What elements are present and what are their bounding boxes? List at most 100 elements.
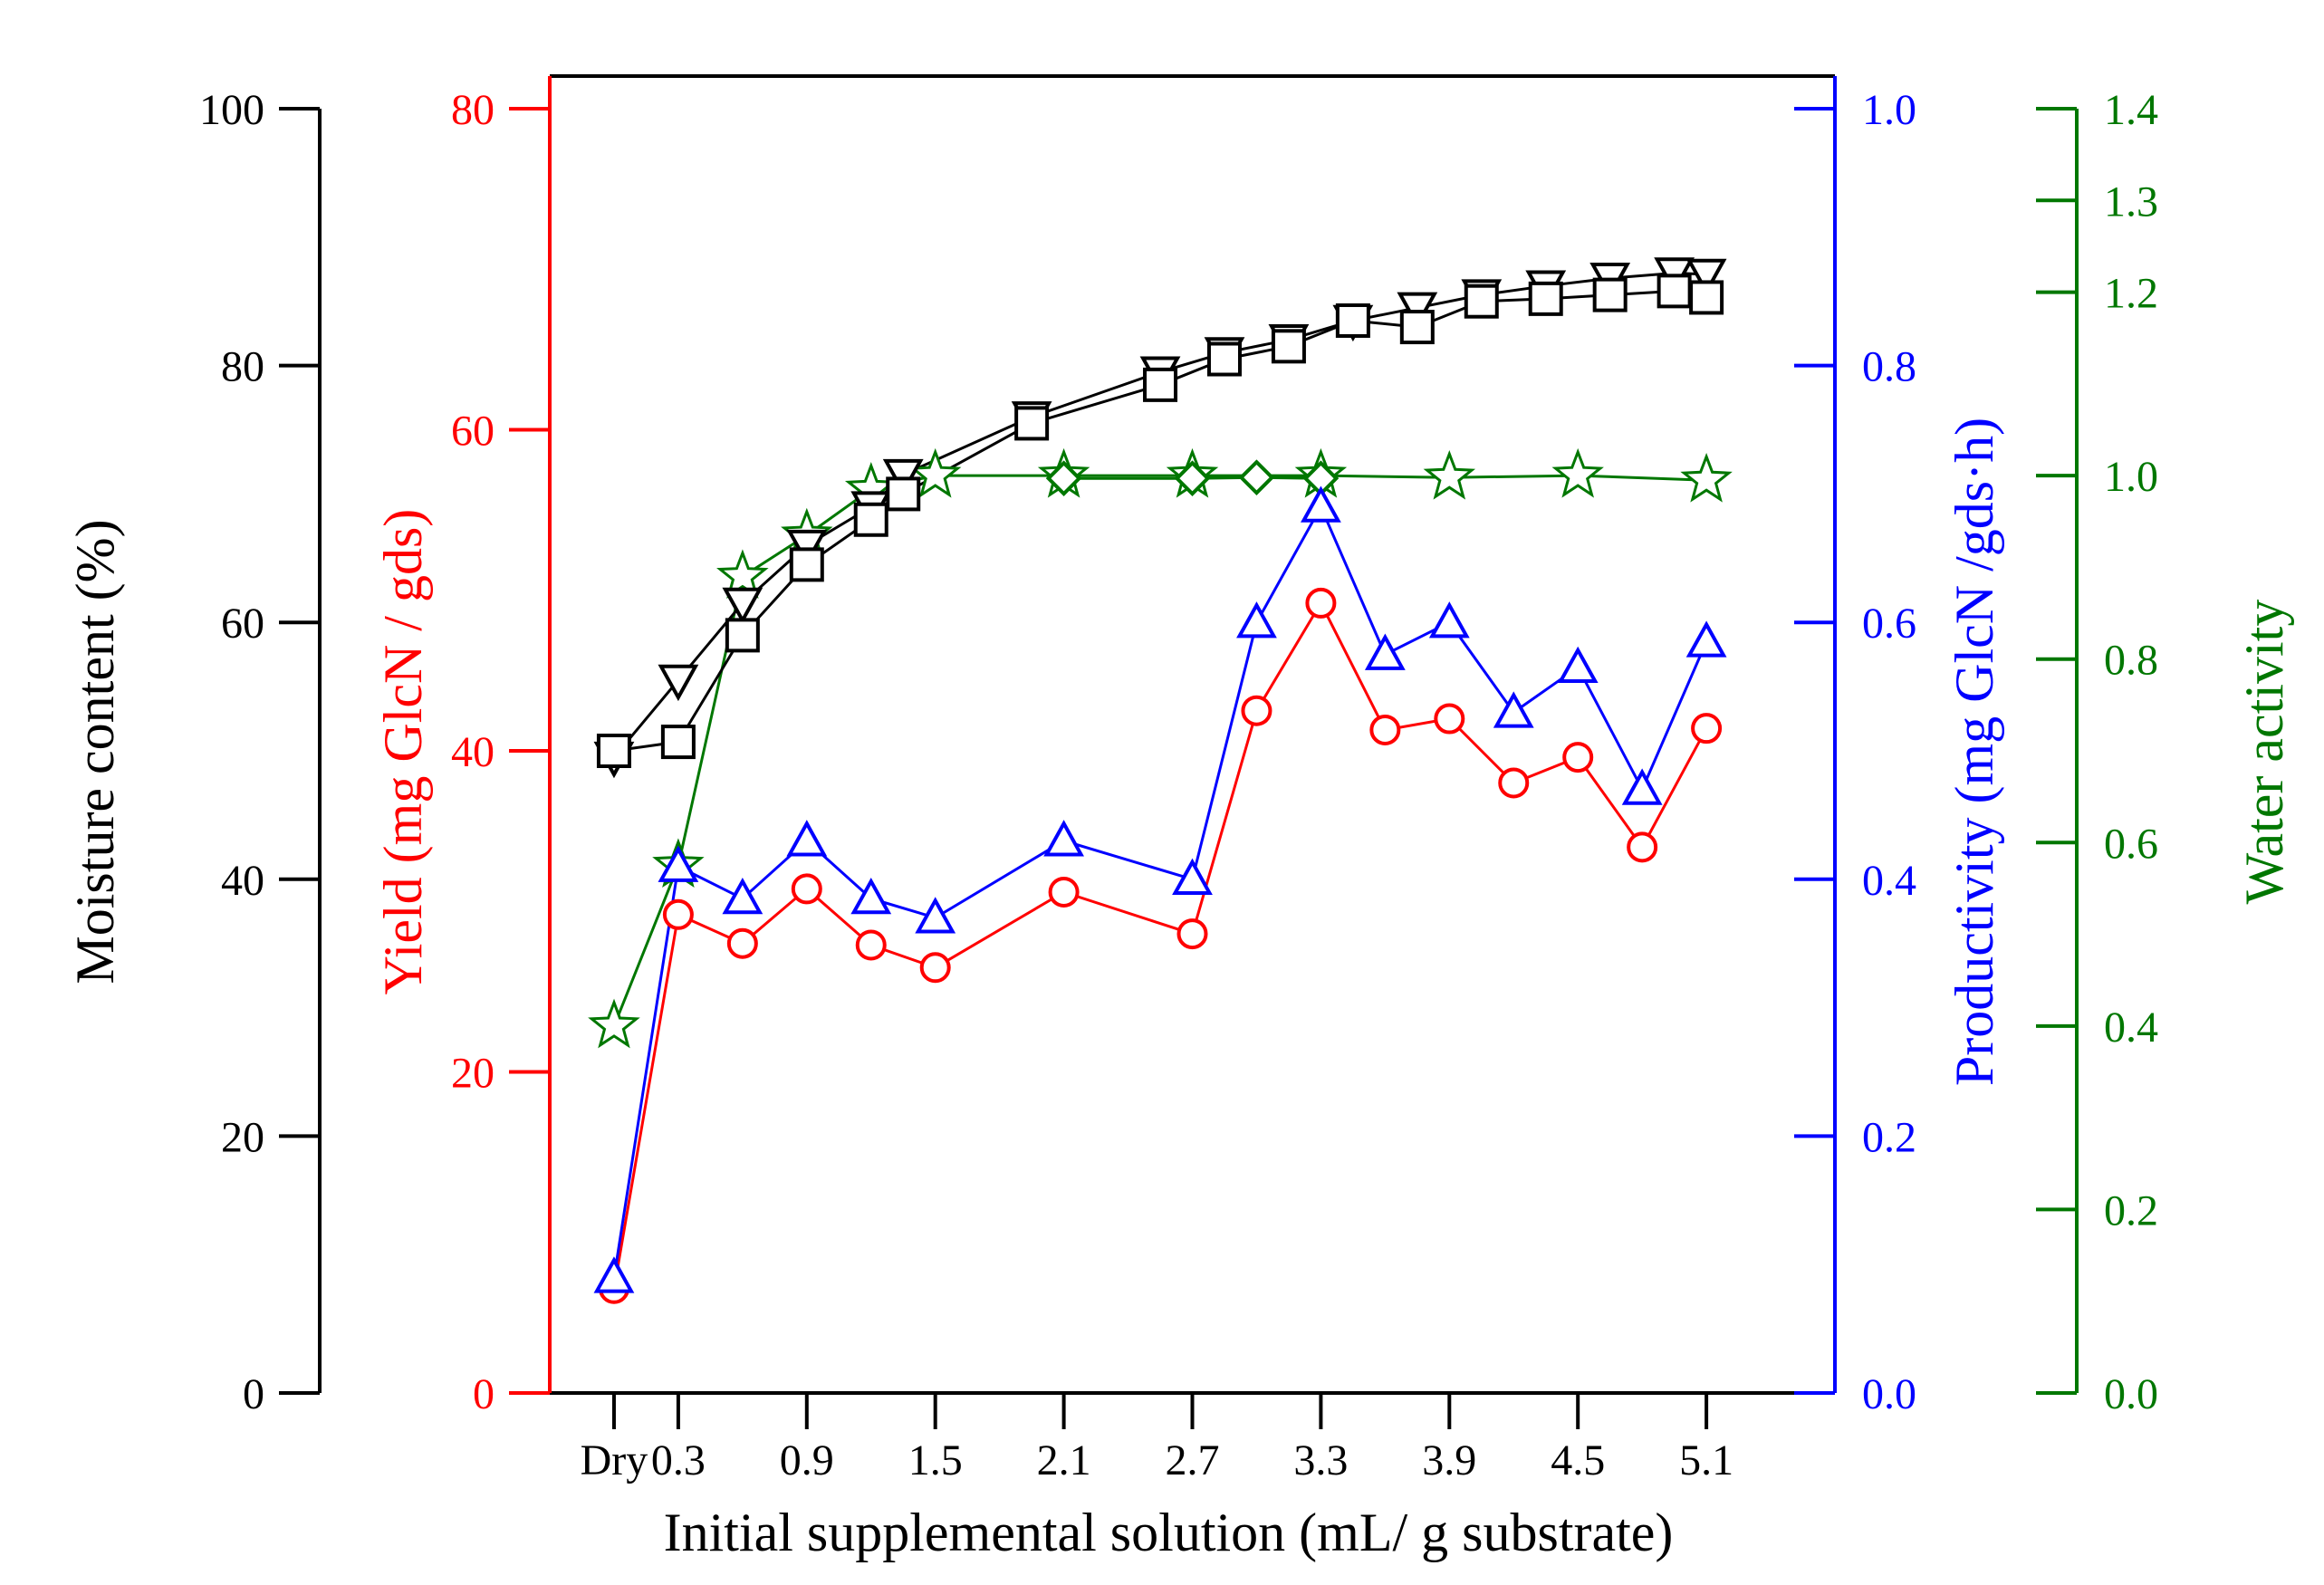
series-2-point-14 (1627, 831, 1658, 863)
moisture-axis-title: Moisture content (%) (65, 519, 125, 984)
x-tick-label-0: Dry (581, 1436, 648, 1484)
series-3-point-1 (658, 845, 699, 882)
series-line-3 (612, 504, 1708, 1278)
series-2-point-11 (1434, 703, 1465, 735)
x-tick-label-8: 4.5 (1551, 1436, 1605, 1484)
series-line-0 (612, 271, 1707, 759)
moisture-tick-label-5: 100 (199, 86, 264, 134)
productivity-tick-label-5: 1.0 (1862, 86, 1916, 134)
series-3-point-10 (1364, 633, 1406, 670)
series-3-point-0 (593, 1256, 635, 1293)
series-3-point-14 (1621, 768, 1663, 805)
water_activity-tick-label-5: 1.0 (2104, 453, 2158, 501)
series-4-point-0 (588, 998, 640, 1049)
series-1-point-0 (596, 734, 631, 768)
water_activity-axis-title: Water activity (2234, 600, 2294, 905)
series-3-point-4 (850, 877, 892, 915)
water_activity-tick-label-8: 1.4 (2104, 86, 2158, 134)
series-3-point-9 (1301, 485, 1341, 523)
moisture-tick-label-0: 0 (243, 1370, 264, 1418)
series-2-point-8 (1241, 695, 1272, 726)
series-4-point-2 (716, 549, 769, 600)
x-tick-label-2: 0.9 (780, 1436, 834, 1484)
series-1-point-4 (853, 502, 888, 537)
x-tick-label-1: 0.3 (651, 1436, 706, 1484)
water_activity-tick-label-3: 0.6 (2104, 820, 2158, 868)
series-0-point-16 (1685, 258, 1727, 296)
yield-tick-label-4: 80 (451, 86, 495, 134)
series-line-5 (1063, 476, 1321, 480)
water_activity-tick-label-1: 0.2 (2104, 1186, 2158, 1234)
series-1-point-8 (1206, 341, 1242, 377)
water_activity-tick-label-4: 0.8 (2104, 637, 2158, 685)
productivity-tick-label-4: 0.8 (1862, 343, 1916, 391)
series-line-2 (612, 600, 1708, 1290)
series-1-point-5 (886, 476, 921, 512)
series-1-point-6 (1014, 406, 1050, 441)
series-0-point-1 (658, 664, 699, 702)
series-2-point-15 (1691, 713, 1723, 744)
series-1-point-9 (1271, 329, 1306, 364)
series-1-point-7 (1143, 367, 1178, 402)
yield-axis-title: Yield (mg GlcN / gds) (373, 509, 433, 995)
series-3-point-2 (722, 877, 763, 915)
series-3-point-3 (786, 820, 828, 857)
x-tick-label-6: 3.3 (1293, 1436, 1348, 1484)
series-2-point-4 (855, 929, 887, 961)
water_activity-tick-label-6: 1.2 (2104, 270, 2158, 318)
series-2-point-3 (791, 873, 822, 905)
series-0-point-5 (882, 458, 924, 496)
series-2-point-12 (1498, 767, 1530, 799)
series-2-point-9 (1305, 587, 1337, 619)
series-1-point-1 (660, 725, 696, 760)
water_activity-tick-label-0: 0.0 (2104, 1370, 2158, 1418)
x-tick-label-7: 3.9 (1422, 1436, 1476, 1484)
series-2-point-10 (1369, 714, 1401, 745)
productivity-tick-label-3: 0.6 (1862, 600, 1916, 648)
x-tick-label-5: 2.7 (1166, 1436, 1220, 1484)
series-3-point-12 (1493, 691, 1534, 728)
series-4-point-10 (1551, 447, 1604, 498)
series-3-point-13 (1557, 646, 1599, 684)
series-3-point-6 (1043, 820, 1084, 857)
series-3-point-15 (1685, 620, 1727, 658)
series-1-point-11 (1399, 310, 1435, 345)
water_activity-tick-label-7: 1.3 (2104, 178, 2158, 226)
series-1-point-12 (1464, 283, 1499, 319)
x-tick-label-3: 1.5 (908, 1436, 963, 1484)
series-1-point-3 (789, 547, 824, 582)
yield-tick-label-2: 40 (451, 728, 495, 776)
moisture-tick-label-1: 20 (221, 1113, 264, 1161)
water_activity-tick-label-2: 0.4 (2104, 1004, 2158, 1052)
series-2-point-6 (1048, 876, 1080, 908)
series-1-point-14 (1592, 277, 1628, 312)
moisture-tick-label-3: 60 (221, 600, 264, 648)
moisture-tick-label-4: 80 (221, 343, 264, 391)
x-tick-label-9: 5.1 (1679, 1436, 1733, 1484)
series-1-point-10 (1335, 303, 1370, 338)
yield-tick-label-1: 20 (451, 1050, 495, 1098)
series-2-point-2 (726, 927, 758, 959)
series-2-point-5 (919, 952, 951, 984)
series-3-point-11 (1428, 601, 1470, 639)
series-3-point-8 (1236, 601, 1277, 639)
series-0-point-3 (786, 529, 828, 567)
series-1-point-2 (725, 618, 760, 653)
yield-tick-label-0: 0 (473, 1370, 495, 1418)
series-0-point-2 (722, 587, 763, 625)
series-3-point-7 (1172, 858, 1213, 895)
series-1-point-15 (1657, 274, 1692, 309)
series-2-point-1 (662, 898, 694, 930)
series-1-point-13 (1528, 281, 1563, 316)
series-5-point-0 (1045, 460, 1082, 497)
series-line-4 (612, 474, 1707, 1027)
series-3-point-5 (915, 897, 956, 934)
x-tick-label-4: 2.1 (1037, 1436, 1091, 1484)
series-1-point-16 (1689, 280, 1724, 315)
series-4-point-11 (1680, 452, 1733, 503)
moisture-tick-label-2: 40 (221, 857, 264, 905)
yield-tick-label-3: 60 (451, 408, 495, 456)
series-2-point-7 (1176, 918, 1208, 950)
